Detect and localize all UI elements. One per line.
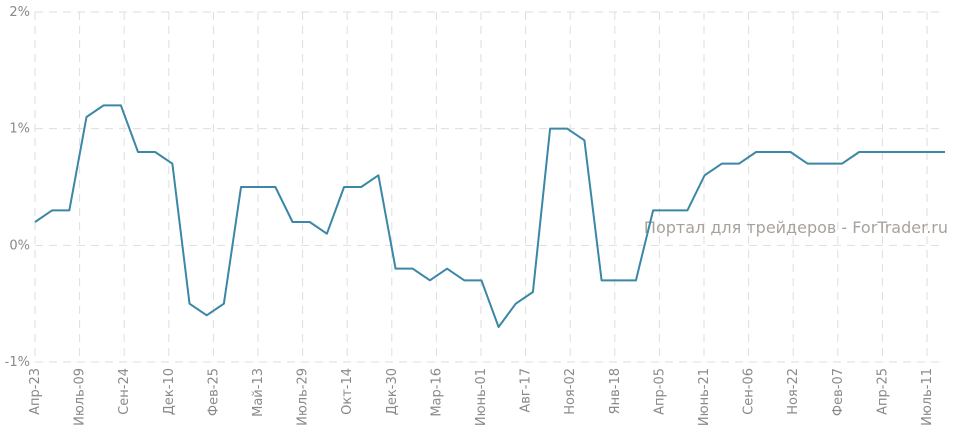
x-tick-label: Июль-29 bbox=[296, 368, 311, 426]
x-tick-label: Фев-25 bbox=[206, 368, 221, 416]
x-tick-label: Сен-24 bbox=[117, 368, 132, 415]
watermark-text: Портал для трейдеров - ForTrader.ru bbox=[644, 218, 948, 237]
x-tick-label: Авг-17 bbox=[519, 368, 534, 413]
x-tick-label: Июль-09 bbox=[73, 368, 88, 426]
y-tick-label: 2% bbox=[9, 5, 30, 20]
x-tick-label: Апр-23 bbox=[28, 368, 43, 415]
x-tick-label: Сен-06 bbox=[742, 368, 757, 415]
x-tick-label: Апр-05 bbox=[652, 368, 667, 415]
y-tick-label: 1% bbox=[9, 122, 30, 137]
x-tick-label: Фев-07 bbox=[831, 368, 846, 416]
x-axis: Апр-23 Июль-09 Сен-24 Дек-10 Фев-25 Май-13 Июл… bbox=[28, 368, 935, 426]
gridlines bbox=[34, 11, 945, 363]
x-tick-label: Дек-10 bbox=[162, 368, 177, 415]
x-tick-label: Янв-18 bbox=[608, 368, 623, 414]
series-line bbox=[34, 104, 945, 328]
x-tick-label: Апр-25 bbox=[875, 368, 890, 415]
x-tick-label: Июнь-01 bbox=[474, 368, 489, 426]
x-tick-label: Июнь-21 bbox=[697, 368, 712, 426]
x-tick-label: Мар-16 bbox=[429, 368, 444, 417]
y-axis: 2% 1% 0% -1% bbox=[5, 5, 30, 370]
x-tick-label: Дек-30 bbox=[385, 368, 400, 415]
x-tick-label: Окт-14 bbox=[340, 368, 355, 415]
x-tick-label: Ноя-02 bbox=[563, 368, 578, 415]
x-tick-label: Май-13 bbox=[251, 368, 266, 417]
y-tick-label: -1% bbox=[5, 355, 30, 370]
x-tick-label: Ноя-22 bbox=[786, 368, 801, 415]
y-tick-label: 0% bbox=[9, 238, 30, 253]
series bbox=[34, 104, 945, 328]
x-tick-label: Июль-11 bbox=[920, 368, 935, 426]
